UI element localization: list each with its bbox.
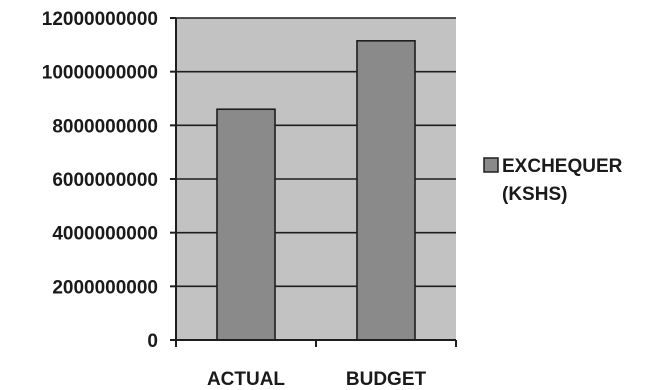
bar-budget	[356, 40, 416, 341]
x-tick-label-budget: BUDGET	[346, 369, 427, 390]
y-tick-label: 2000000000	[52, 277, 158, 298]
y-axis-ticks: 0 2000000000 4000000000 6000000000 800000000…	[42, 9, 176, 352]
y-tick-label: 10000000000	[42, 63, 158, 84]
x-axis-ticks: ACTUAL BUDGET	[175, 340, 457, 390]
y-tick-label: 0	[147, 331, 158, 352]
y-tick-label: 8000000000	[52, 116, 158, 137]
x-tick-label-actual: ACTUAL	[207, 369, 285, 390]
legend: EXCHEQUER (KSHS)	[483, 156, 623, 205]
bar-actual	[216, 108, 276, 341]
legend-label-line-2: (KSHS)	[502, 184, 567, 205]
y-tick-label: 6000000000	[52, 170, 158, 191]
y-tick-label: 4000000000	[52, 224, 158, 245]
legend-swatch	[483, 157, 499, 173]
legend-label-line-1: EXCHEQUER	[502, 156, 623, 177]
y-tick-label: 12000000000	[42, 9, 158, 30]
